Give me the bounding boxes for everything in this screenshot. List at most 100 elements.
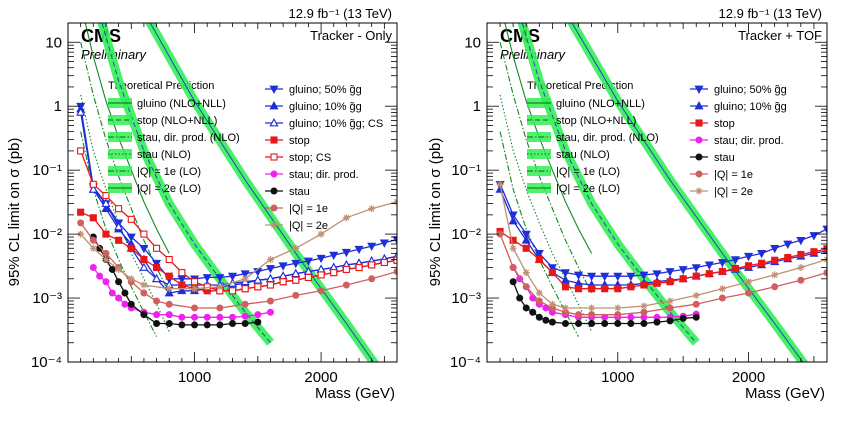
data-point-stopcs bbox=[393, 256, 397, 264]
data-point-q2e bbox=[191, 285, 199, 293]
data-point-gluino10cs bbox=[101, 198, 111, 207]
theory-line-3 bbox=[499, 94, 593, 332]
data-point-stau bbox=[140, 311, 148, 319]
data-point-q1e bbox=[140, 289, 148, 297]
legend-series-label-q1e: |Q| = 1e bbox=[714, 169, 753, 181]
y-tick-label-right: 10⁻¹ bbox=[451, 162, 481, 179]
series-line-q2e bbox=[499, 184, 827, 309]
data-point-stop bbox=[153, 263, 161, 272]
data-point-q2e bbox=[588, 304, 596, 312]
data-point-staudir bbox=[102, 278, 110, 286]
data-point-staudir bbox=[191, 313, 199, 321]
data-point-gluino50 bbox=[665, 268, 675, 277]
panel-left: 12.9 fb⁻¹ (13 TeV) CMS Preliminary Track… bbox=[6, 6, 395, 402]
data-point-gluino10 bbox=[177, 285, 187, 295]
data-point-gluino50 bbox=[691, 264, 701, 273]
data-point-stopcs bbox=[140, 230, 148, 238]
data-point-stau bbox=[191, 321, 199, 329]
plot-area-left bbox=[76, 23, 397, 362]
data-point-gluino50 bbox=[626, 272, 636, 282]
legend-marker-gluino10 bbox=[694, 101, 704, 110]
theory-line-0 bbox=[571, 23, 804, 362]
data-point-stop bbox=[718, 267, 726, 276]
y-tick-label-left: 10 bbox=[45, 34, 62, 51]
data-point-q2e bbox=[317, 230, 325, 238]
data-point-q2e bbox=[548, 300, 556, 308]
data-point-q1e bbox=[745, 289, 753, 297]
y-tick-label-left: 1 bbox=[54, 98, 62, 115]
plot-area-right bbox=[495, 23, 827, 362]
data-point-stau bbox=[178, 321, 186, 329]
data-point-q2e bbox=[102, 256, 110, 264]
data-point-q2e bbox=[614, 304, 622, 312]
data-point-gluino50 bbox=[783, 240, 793, 249]
legend-theory-label-right: stau, dir. prod. (NLO) bbox=[556, 132, 659, 144]
data-point-stop bbox=[535, 255, 543, 264]
data-point-q1e bbox=[575, 311, 583, 319]
data-point-q2e bbox=[745, 278, 753, 286]
analysis-label-left: Tracker - Only bbox=[310, 28, 392, 43]
data-point-q2e bbox=[692, 291, 700, 299]
data-point-stop bbox=[797, 250, 805, 259]
data-point-gluino50 bbox=[704, 261, 714, 270]
data-point-stop bbox=[823, 245, 827, 253]
data-point-stopcs bbox=[380, 258, 388, 267]
data-point-q1e bbox=[102, 249, 110, 257]
legend-theory-label-right: |Q| = 2e (LO) bbox=[556, 183, 620, 195]
data-point-gluino50 bbox=[613, 272, 623, 282]
data-point-stop bbox=[601, 285, 609, 293]
data-point-stop bbox=[653, 279, 661, 287]
data-point-q1e bbox=[666, 304, 674, 312]
data-point-q2e bbox=[368, 205, 376, 213]
data-point-stopcs bbox=[254, 283, 262, 291]
data-point-staudir bbox=[266, 308, 274, 316]
data-point-gluino50 bbox=[717, 259, 727, 268]
data-point-q2e bbox=[797, 264, 805, 272]
legend-theory-label-left: stau, dir. prod. (NLO) bbox=[137, 132, 240, 144]
x-tick-label-right: 1000 bbox=[601, 369, 634, 386]
data-point-gluino50 bbox=[574, 271, 584, 280]
data-point-gluino10cs bbox=[139, 262, 149, 271]
y-tick-label-right: 10⁻² bbox=[451, 226, 481, 243]
y-axis-label-left: 95% CL limit on σ (pb) bbox=[6, 138, 23, 287]
y-tick-label-left: 10⁻¹ bbox=[32, 162, 62, 179]
data-point-q1e bbox=[292, 291, 300, 299]
data-point-stau bbox=[666, 317, 674, 325]
legend-theory-label-right: |Q| = 1e (LO) bbox=[556, 166, 620, 178]
data-point-stau bbox=[575, 319, 583, 327]
legend-theory-label-right: gluino (NLO+NLL) bbox=[556, 98, 645, 110]
data-point-gluino10cs bbox=[76, 107, 86, 116]
data-point-gluino50 bbox=[587, 272, 597, 282]
data-point-q1e bbox=[614, 311, 622, 319]
data-point-q1e bbox=[692, 300, 700, 308]
data-point-staudir bbox=[108, 289, 116, 297]
legend-entry-q2e: |Q| = 2e bbox=[265, 220, 328, 232]
legend-entry-q1e: |Q| = 1e bbox=[265, 203, 328, 215]
data-point-staudir bbox=[89, 264, 97, 272]
data-point-staudir bbox=[241, 312, 249, 320]
legend-marker-q1e bbox=[695, 170, 703, 178]
data-point-gluino50 bbox=[341, 248, 351, 258]
data-point-stopcs bbox=[203, 283, 211, 291]
data-point-stop bbox=[731, 264, 740, 273]
legend-marker-gluino10 bbox=[269, 101, 279, 110]
data-point-stop bbox=[692, 272, 700, 280]
data-point-staudir bbox=[153, 311, 161, 319]
legend-entry-gluino10: gluino; 10% g̃g bbox=[690, 101, 787, 113]
y-tick-label-left: 10⁻³ bbox=[32, 290, 62, 307]
data-point-q1e bbox=[153, 297, 161, 305]
theory-band-0 bbox=[145, 23, 379, 362]
data-point-stop bbox=[666, 278, 674, 286]
data-point-q1e bbox=[368, 275, 376, 283]
legend-marker-q2e bbox=[270, 221, 278, 229]
data-point-gluino50 bbox=[265, 265, 275, 274]
legend-entry-q2e: |Q| = 2e bbox=[690, 186, 753, 198]
legend-marker-stop bbox=[695, 119, 703, 127]
data-point-q1e bbox=[241, 300, 249, 308]
data-point-stop bbox=[140, 255, 148, 264]
data-point-gluino10cs bbox=[114, 221, 124, 231]
data-point-staudir bbox=[627, 313, 635, 321]
data-point-stop bbox=[561, 283, 570, 291]
legend-series-label-q2e: |Q| = 2e bbox=[289, 220, 328, 232]
data-point-stau bbox=[216, 321, 224, 329]
